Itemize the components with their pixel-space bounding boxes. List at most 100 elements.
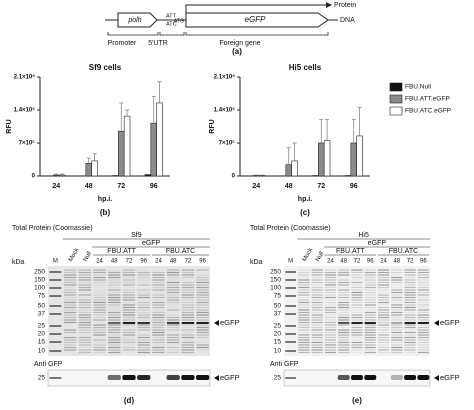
dna-label: DNA [340,17,355,24]
lane-label: 96 [420,259,427,265]
band-arrow [434,375,439,381]
x-tick-label: 96 [350,183,358,190]
marker-label: 37 [274,311,282,318]
marker-label: 37 [38,311,46,318]
x-tick-label: 96 [150,183,158,190]
error-bar [351,119,356,143]
group-label: eGFP [142,240,161,247]
marker-label: 50 [38,303,46,310]
subgroup-label: FBU.ATT [336,248,365,255]
bar [53,174,60,177]
x-axis-label: hp.i. [298,196,312,203]
marker-label: 20 [38,331,46,338]
error-bar [319,119,324,143]
chart-title: Hi5 cells [289,63,322,72]
bar [156,102,163,177]
band-arrow [434,320,439,326]
marker-label: 75 [38,293,46,300]
y-tick-label: 0 [232,174,236,180]
x-tick-label: 48 [285,183,293,190]
legend-swatch [389,106,403,116]
cell-label: Hi5 [358,232,369,239]
legend-swatch [389,94,403,104]
bar [350,142,357,177]
y-axis-label: RFU [6,119,13,133]
bar [291,160,298,177]
foreign-gene-label: Foreign gene [219,40,260,47]
lane-label: 24 [96,259,103,265]
lane-label: M [53,259,58,265]
protein-label: Protein [334,2,356,9]
band-arrow [214,375,219,381]
lane-label: 96 [367,259,374,265]
promoter-box-label: polh [127,17,141,24]
error-bar [286,147,291,165]
subgroup-label: FBU.ATT [107,248,136,255]
marker-label: 150 [270,277,281,284]
y-tick-label: 7×10⁵ [219,141,236,147]
atc-label: ATC [166,21,177,27]
blot-band [107,375,121,380]
lane-label: 96 [199,259,206,265]
legend-label: FBU.Null [405,84,432,91]
bar [318,142,325,177]
error-bar [325,119,330,141]
panel-label: (b) [100,208,111,217]
marker-label: 250 [270,269,281,276]
lane-label: 24 [327,259,334,265]
x-tick-label: 72 [117,183,125,190]
error-bar [92,153,97,161]
bar [285,164,292,177]
marker-label: 25 [38,323,46,330]
atg-label: ATG [174,18,184,24]
marker-label: 75 [274,293,282,300]
gel-title: Total Protein (Coomassie) [12,225,93,232]
blot-band [364,375,377,380]
lane-label: M [288,259,293,265]
bar [356,135,363,177]
y-tick-label: 7×10⁵ [19,141,36,147]
x-tick-label: 48 [85,183,93,190]
gene-box-label: eGFP [245,15,267,24]
lane-label: 48 [111,259,118,265]
lane-label: 48 [340,259,347,265]
construct-diagram: polh ATT ATC ATG eGFP Protein DNA Promot… [105,2,356,56]
error-bar [292,142,297,161]
bar [58,174,66,177]
blot-title: Anti GFP [270,361,299,368]
blot-band [390,375,403,380]
gel-title: Total Protein (Coomassie) [250,225,331,232]
lane-label: 48 [170,259,177,265]
error-bar [86,157,91,164]
lane-label: 96 [140,259,147,265]
lane-label: Null [315,251,325,263]
band-label: eGFP [440,373,460,382]
y-tick-label: 2.1×10⁶ [214,75,236,81]
panel-label: (e) [352,396,362,405]
error-bar [119,102,124,132]
marker-label: 15 [274,339,282,346]
error-bar [125,109,130,117]
blot-marker: 25 [38,375,46,382]
blot-band [337,375,350,380]
chart-title: Sf9 cells [89,63,122,72]
blot-title: Anti GFP [34,361,63,368]
blot-band [404,375,417,380]
utr-label: 5'UTR [148,40,168,47]
promoter-label: Promoter [108,40,137,47]
marker-label: 100 [270,285,281,292]
y-tick-label: 1.4×10⁶ [214,108,236,114]
y-tick-label: 2.1×10⁶ [14,75,36,81]
lane-label: 72 [126,259,133,265]
y-tick-label: 0 [32,174,36,180]
band-label: eGFP [220,318,240,327]
lane-label: 72 [407,259,414,265]
blot-band [417,375,430,380]
att-label: ATT [166,13,177,19]
bar [123,115,131,177]
error-bar [151,95,156,124]
x-tick-label: 24 [252,183,260,190]
lane-label: Null [83,251,93,263]
lane-label: 24 [380,259,387,265]
blot-band [137,375,151,380]
